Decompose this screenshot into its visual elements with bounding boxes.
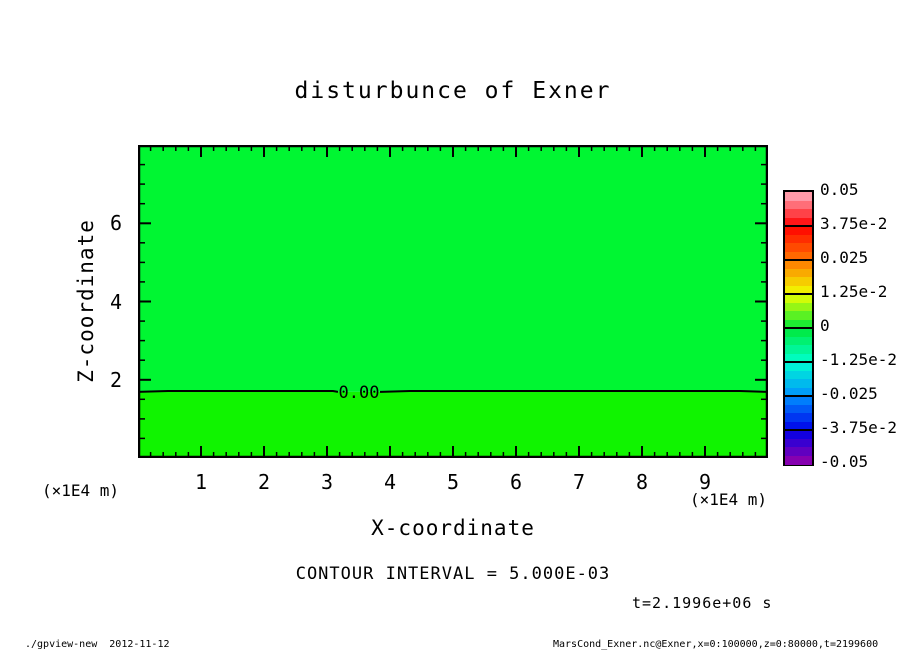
x-tick-label: 3 <box>320 470 334 494</box>
colorbar-band <box>785 311 812 320</box>
y-axis-unit-label: (×1E4 m) <box>42 481 120 500</box>
colorbar-band <box>785 217 812 227</box>
colorbar-tick-line <box>785 259 812 261</box>
colorbar-band <box>785 319 812 329</box>
x-tick-label: 1 <box>194 470 208 494</box>
colorbar-band <box>785 379 812 388</box>
x-tick-label: 9 <box>698 470 712 494</box>
colorbar-tick-line <box>785 327 812 329</box>
x-tick-label: 2 <box>257 470 271 494</box>
colorbar-band <box>785 438 812 448</box>
colorbar-band <box>785 336 812 346</box>
x-tick-label: 8 <box>635 470 649 494</box>
colorbar-band <box>785 430 812 439</box>
colorbar-band <box>785 251 812 261</box>
y-tick-label: 2 <box>109 367 122 392</box>
footer-file-info-text: MarsCond_Exner.nc@Exner,x=0:100000,z=0:8… <box>553 639 879 650</box>
colorbar-band <box>785 200 812 210</box>
colorbar-label: 1.25e-2 <box>820 282 888 301</box>
colorbar-band <box>785 268 812 278</box>
colorbar-band <box>785 260 812 269</box>
contour-line <box>138 390 339 393</box>
contour-line <box>379 390 768 393</box>
colorbar-band <box>785 302 812 312</box>
x-tick-label: 7 <box>572 470 586 494</box>
plot-border <box>138 145 768 458</box>
colorbar-band <box>785 413 812 422</box>
time-annotation: t=2.1996e+06 s <box>632 594 773 612</box>
x-tick-label: 6 <box>509 470 523 494</box>
colorbar <box>783 190 814 466</box>
y-tick-label: 4 <box>109 289 122 314</box>
colorbar-tick-line <box>785 225 812 227</box>
colorbar-tick-line <box>785 395 812 397</box>
colorbar-band <box>785 294 812 303</box>
colorbar-tick-line <box>785 429 812 431</box>
colorbar-label: -0.05 <box>820 452 869 471</box>
colorbar-tick-line <box>785 361 812 363</box>
colorbar-band <box>785 226 812 235</box>
colorbar-band <box>785 370 812 380</box>
chart-title: disturbunce of Exner <box>294 78 612 104</box>
contour-level-label: 0.00 <box>339 383 380 403</box>
colorbar-band <box>785 421 812 431</box>
colorbar-band <box>785 234 812 244</box>
colorbar-label: -1.25e-2 <box>820 350 898 369</box>
colorbar-label: 0.025 <box>820 248 869 267</box>
colorbar-band <box>785 396 812 405</box>
colorbar-label: 3.75e-2 <box>820 214 888 233</box>
x-tick-label: 4 <box>383 470 397 494</box>
colorbar-band <box>785 209 812 218</box>
x-axis-unit-label: (×1E4 m) <box>690 490 768 509</box>
y-tick-label: 6 <box>109 211 122 236</box>
x-axis-title: X-coordinate <box>371 516 535 540</box>
colorbar-band <box>785 285 812 295</box>
colorbar-band <box>785 362 812 371</box>
colorbar-band <box>785 404 812 414</box>
colorbar-band <box>785 447 812 456</box>
colorbar-band <box>785 455 812 465</box>
footer-command-text: ./gpview-new 2012-11-12 <box>25 639 170 650</box>
colorbar-band <box>785 345 812 354</box>
colorbar-label: -0.025 <box>820 384 878 403</box>
colorbar-band <box>785 328 812 337</box>
fill-above-contour <box>138 145 768 392</box>
plot-area: 0.00 <box>138 145 768 458</box>
colorbar-band <box>785 387 812 397</box>
colorbar-label: 0 <box>820 316 830 335</box>
colorbar-band <box>785 243 812 252</box>
contour-plot-canvas: 0.00 <box>138 145 768 458</box>
colorbar-band <box>785 192 812 201</box>
contour-interval-text: CONTOUR INTERVAL = 5.000E-03 <box>295 564 611 584</box>
colorbar-tick-line <box>785 293 812 295</box>
colorbar-label: 0.05 <box>820 180 859 199</box>
colorbar-band <box>785 353 812 363</box>
colorbar-label: -3.75e-2 <box>820 418 898 437</box>
x-tick-label: 5 <box>446 470 460 494</box>
colorbar-band <box>785 277 812 286</box>
